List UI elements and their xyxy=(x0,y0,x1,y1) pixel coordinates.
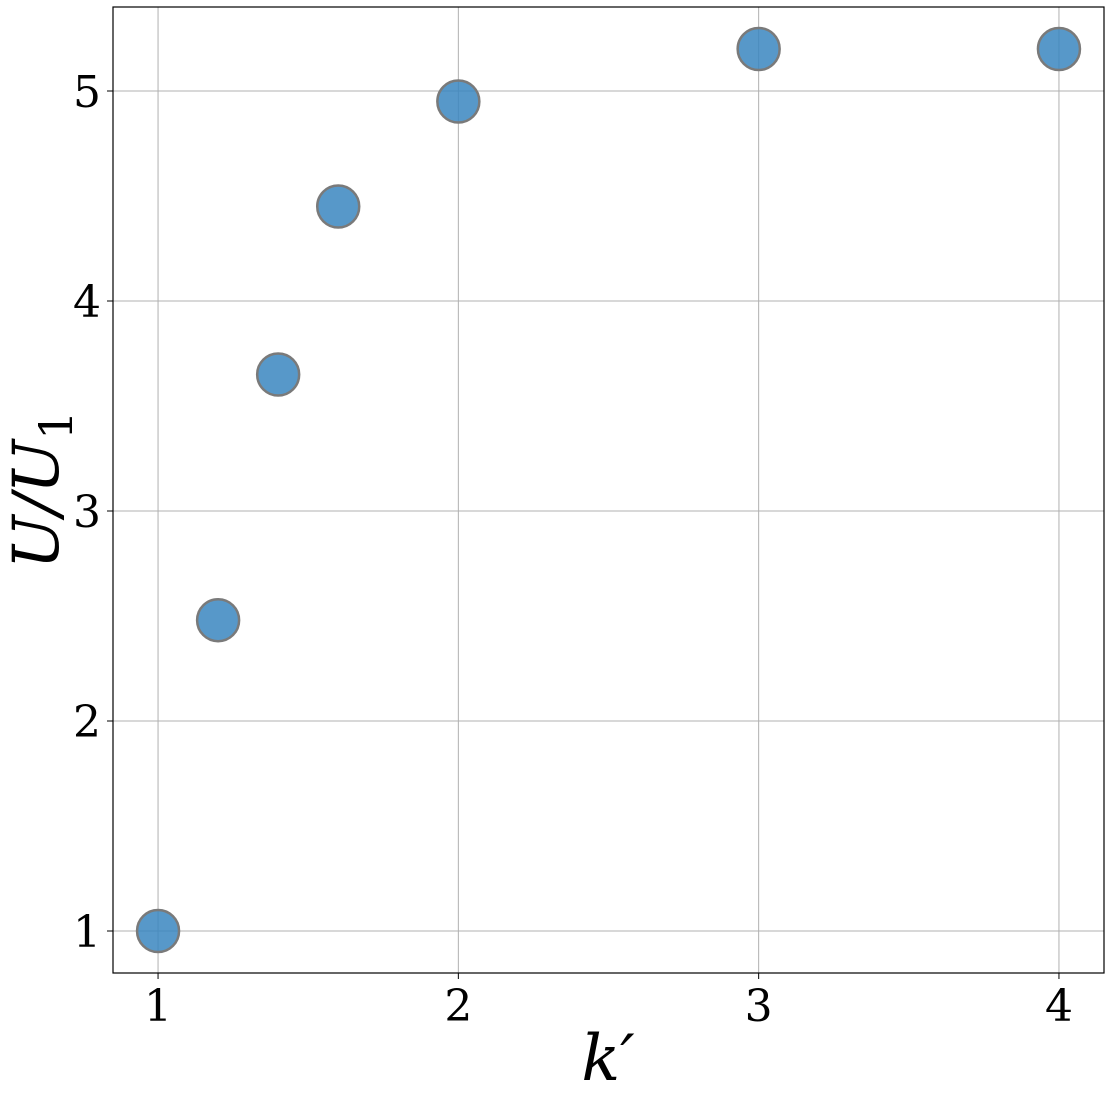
y-axis-label-subscript: 1 xyxy=(29,411,83,440)
y-tick-label: 1 xyxy=(73,907,101,958)
grid xyxy=(113,7,1104,973)
data-point xyxy=(315,184,361,229)
data-point xyxy=(255,352,301,397)
data-point xyxy=(1036,26,1082,72)
x-axis-label: k′ xyxy=(581,1022,635,1096)
y-axis-label: U/U1 xyxy=(0,411,83,570)
y-tick-labels: 1 2 3 4 5 xyxy=(73,67,113,958)
data-point xyxy=(736,26,781,72)
y-axis-label-main: U/U xyxy=(0,438,74,570)
data-point xyxy=(436,79,481,124)
data-point xyxy=(195,597,241,643)
data-point xyxy=(135,908,181,954)
plot-frame xyxy=(112,6,1105,974)
y-tick-label: 4 xyxy=(73,277,101,328)
x-tick-label: 1 xyxy=(144,981,172,1032)
y-tick-label: 5 xyxy=(73,67,101,118)
x-tick-label: 3 xyxy=(745,981,773,1032)
data-points xyxy=(135,26,1082,954)
x-tick-label: 2 xyxy=(444,981,472,1032)
x-tick-label: 4 xyxy=(1045,981,1073,1032)
y-tick-label: 2 xyxy=(73,697,101,748)
x-tick-labels: 1 2 3 4 xyxy=(144,973,1073,1032)
y-tick-label: 3 xyxy=(73,487,101,538)
